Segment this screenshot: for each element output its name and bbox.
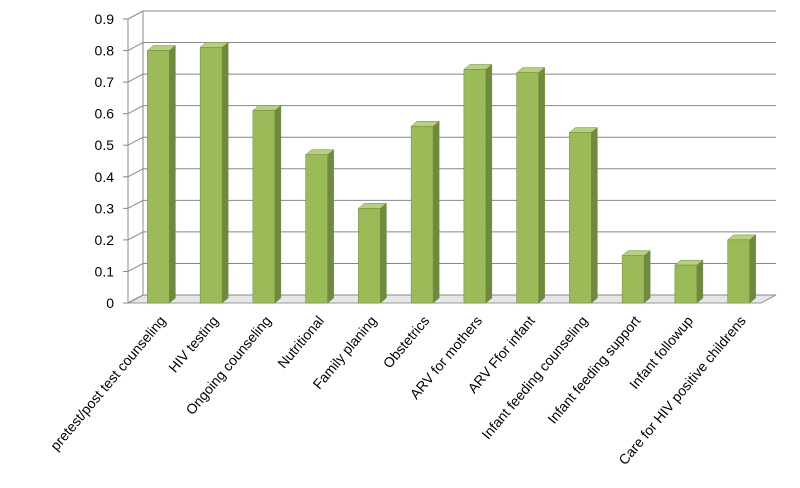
- grid-line: [127, 10, 144, 20]
- bar: [568, 127, 599, 304]
- bar: [515, 67, 546, 304]
- x-tick-label: pretest/post test counseling: [47, 313, 169, 454]
- bar-face: [749, 234, 756, 304]
- x-tick-label: Obstetrics: [380, 313, 433, 372]
- x-tick-label: Infant feeding support: [544, 313, 643, 427]
- bar: [146, 45, 177, 304]
- y-tick-label: 0.3: [95, 200, 115, 216]
- grid-line: [127, 136, 144, 146]
- grid-line: [127, 73, 144, 83]
- bar-face: [569, 132, 592, 304]
- bar-face: [727, 239, 750, 304]
- bar-face: [380, 202, 387, 304]
- bar-face: [199, 47, 223, 304]
- bar-face: [696, 259, 704, 304]
- bar-face: [591, 127, 598, 304]
- bar-face: [305, 154, 328, 304]
- bar: [621, 250, 651, 304]
- y-tick-label: 0.5: [95, 137, 115, 153]
- x-tick-label: Nutritional: [274, 313, 327, 372]
- bar-face: [221, 41, 229, 304]
- bar-face: [538, 67, 545, 304]
- bar-face: [410, 126, 434, 304]
- y-tick-label: 0.9: [95, 11, 115, 27]
- bar-face: [274, 104, 282, 304]
- y-tick-label: 0.4: [95, 169, 115, 185]
- x-tick-label: HIV testing: [165, 313, 221, 376]
- bar-face: [516, 72, 539, 304]
- bar-face: [621, 255, 645, 304]
- grid-line: [127, 231, 144, 241]
- bar-face: [674, 264, 698, 304]
- y-tick-label: 0.6: [95, 106, 115, 122]
- bar-face: [358, 208, 381, 304]
- bar-face: [147, 50, 170, 304]
- bar-face: [432, 120, 440, 304]
- x-tick-label: Infant feeding counseling: [478, 313, 590, 443]
- grid-line: [127, 105, 144, 115]
- grid-line: [127, 263, 144, 272]
- bar-face: [463, 69, 487, 304]
- y-tick-label: 0.2: [95, 232, 115, 248]
- grid-line: [127, 199, 144, 209]
- grid-line: [127, 168, 144, 178]
- bar: [726, 234, 757, 304]
- bar: [199, 41, 229, 304]
- bar: [357, 202, 388, 304]
- bar-face: [169, 45, 176, 304]
- grid-line: [127, 42, 144, 51]
- grid-line: [127, 294, 144, 304]
- y-tick-label: 0.1: [95, 263, 115, 279]
- bar: [463, 63, 493, 304]
- bar: [304, 149, 335, 304]
- bar-face: [252, 110, 276, 304]
- bar-face: [643, 250, 651, 304]
- bar: [410, 120, 440, 304]
- bar: [252, 104, 282, 304]
- bar-face: [327, 149, 334, 304]
- bar: [674, 259, 704, 304]
- y-tick-label: 0.8: [95, 43, 115, 59]
- y-tick-label: 0: [106, 295, 114, 311]
- bar-face: [485, 63, 493, 304]
- y-tick-label: 0.7: [95, 74, 115, 90]
